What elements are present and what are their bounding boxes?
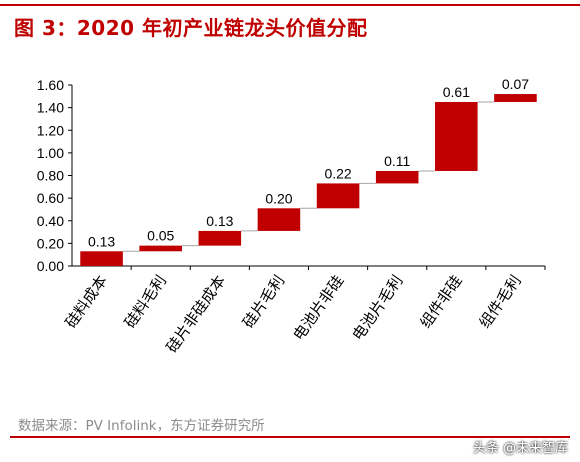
data-label: 0.20	[265, 190, 292, 206]
source-note: 数据来源：PV Infolink，东方证券研究所	[18, 418, 265, 434]
data-label: 0.05	[147, 228, 174, 244]
waterfall-bar	[198, 230, 242, 246]
category-label: 组件毛利	[476, 272, 525, 331]
data-label: 0.13	[88, 233, 115, 249]
waterfall-bar	[80, 251, 123, 266]
data-label: 0.13	[206, 213, 233, 229]
y-tick-label: 0.60	[37, 190, 64, 206]
y-tick-label: 0.20	[37, 235, 64, 251]
y-tick-label: 1.00	[37, 145, 64, 161]
category-label: 电池片毛利	[349, 272, 407, 344]
data-label: 0.61	[443, 84, 470, 100]
waterfall-bar	[316, 183, 360, 209]
category-label: 组件非硅	[416, 272, 465, 331]
y-tick-label: 0.00	[37, 258, 64, 274]
top-rule	[0, 4, 580, 6]
y-tick-label: 1.60	[37, 77, 64, 93]
data-label: 0.22	[324, 165, 351, 181]
category-label: 硅片毛利	[239, 272, 288, 331]
bottom-rule	[10, 436, 570, 438]
y-tick-label: 1.20	[37, 122, 64, 138]
category-label: 硅片非硅成本	[163, 272, 229, 356]
waterfall-bar	[494, 94, 537, 102]
category-label: 硅料毛利	[121, 272, 170, 331]
data-label: 0.07	[502, 76, 529, 92]
data-label: 0.11	[384, 153, 410, 169]
waterfall-bar	[257, 208, 301, 231]
waterfall-bar	[435, 101, 478, 171]
category-label: 电池片非硅	[290, 272, 348, 344]
figure-title: 图 3：2020 年初产业链龙头价值分配	[14, 16, 368, 40]
y-tick-label: 0.40	[37, 213, 64, 229]
category-label: 硅料成本	[62, 272, 111, 331]
waterfall-bar	[139, 245, 182, 252]
y-tick-label: 1.40	[37, 100, 64, 116]
watermark-text: 头条 @未来智库	[472, 441, 568, 456]
waterfall-bar	[375, 170, 419, 184]
y-tick-label: 0.80	[37, 168, 64, 184]
